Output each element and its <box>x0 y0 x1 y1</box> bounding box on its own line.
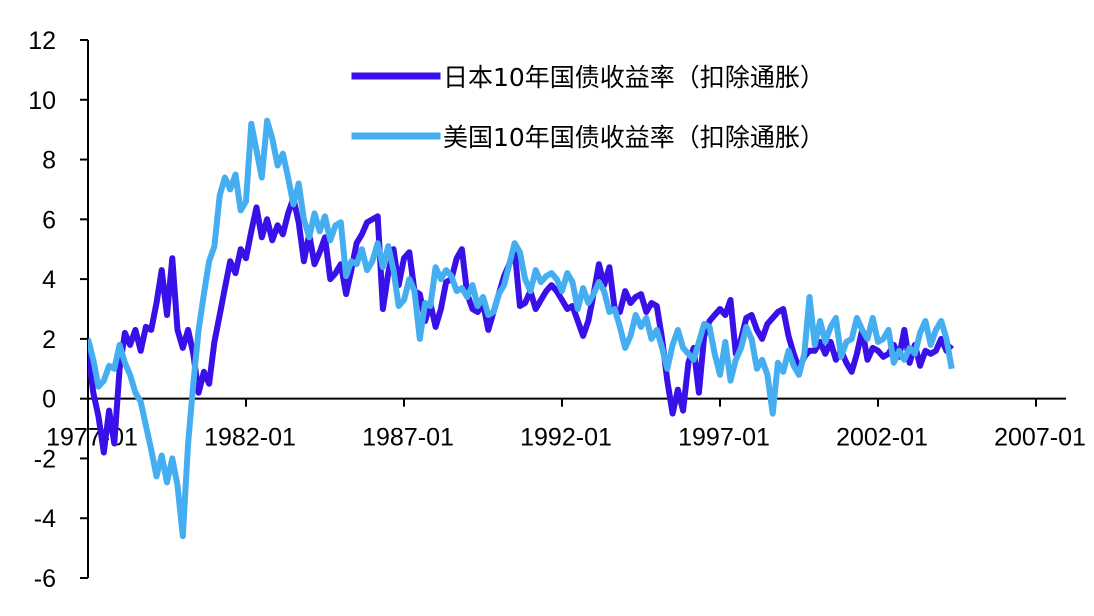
x-tick-label: 2007-01 <box>994 424 1086 452</box>
y-tick-label: 6 <box>42 206 56 234</box>
y-tick-label: -4 <box>34 505 56 533</box>
y-tick-label: 8 <box>42 147 56 175</box>
y-tick-label: 0 <box>42 386 56 414</box>
y-tick-label: 10 <box>28 87 56 115</box>
chart-axes <box>87 40 1066 578</box>
y-tick-label: -2 <box>34 445 56 473</box>
x-axis-ticks: 1977-01 1982-01 1987-01 1992-01 1997-01 2002-… <box>46 398 1086 452</box>
legend-label-japan: 日本10年国债收益率（扣除通胀） <box>443 63 825 92</box>
legend: 日本10年国债收益率（扣除通胀） 美国10年国债收益率（扣除通胀） <box>351 63 825 152</box>
x-tick-label: 1977-01 <box>46 424 138 452</box>
y-axis-ticks: 12 10 8 6 4 2 0 -2 -4 -6 <box>28 27 88 593</box>
x-tick-label: 1982-01 <box>204 424 296 452</box>
y-tick-label: 12 <box>28 27 56 55</box>
x-tick-label: 1987-01 <box>362 424 454 452</box>
x-tick-label: 1992-01 <box>520 424 612 452</box>
legend-item-usa: 美国10年国债收益率（扣除通胀） <box>351 123 825 152</box>
y-tick-label: 4 <box>42 266 56 294</box>
x-tick-label: 1997-01 <box>678 424 770 452</box>
y-tick-label: 2 <box>42 326 56 354</box>
legend-item-japan: 日本10年国债收益率（扣除通胀） <box>351 63 825 92</box>
series-line-japan <box>88 195 954 456</box>
x-tick-label: 2002-01 <box>836 424 928 452</box>
legend-label-usa: 美国10年国债收益率（扣除通胀） <box>443 123 825 152</box>
series-layer <box>88 117 955 540</box>
y-tick-label: -6 <box>34 565 56 593</box>
series-line-usa <box>88 117 955 540</box>
